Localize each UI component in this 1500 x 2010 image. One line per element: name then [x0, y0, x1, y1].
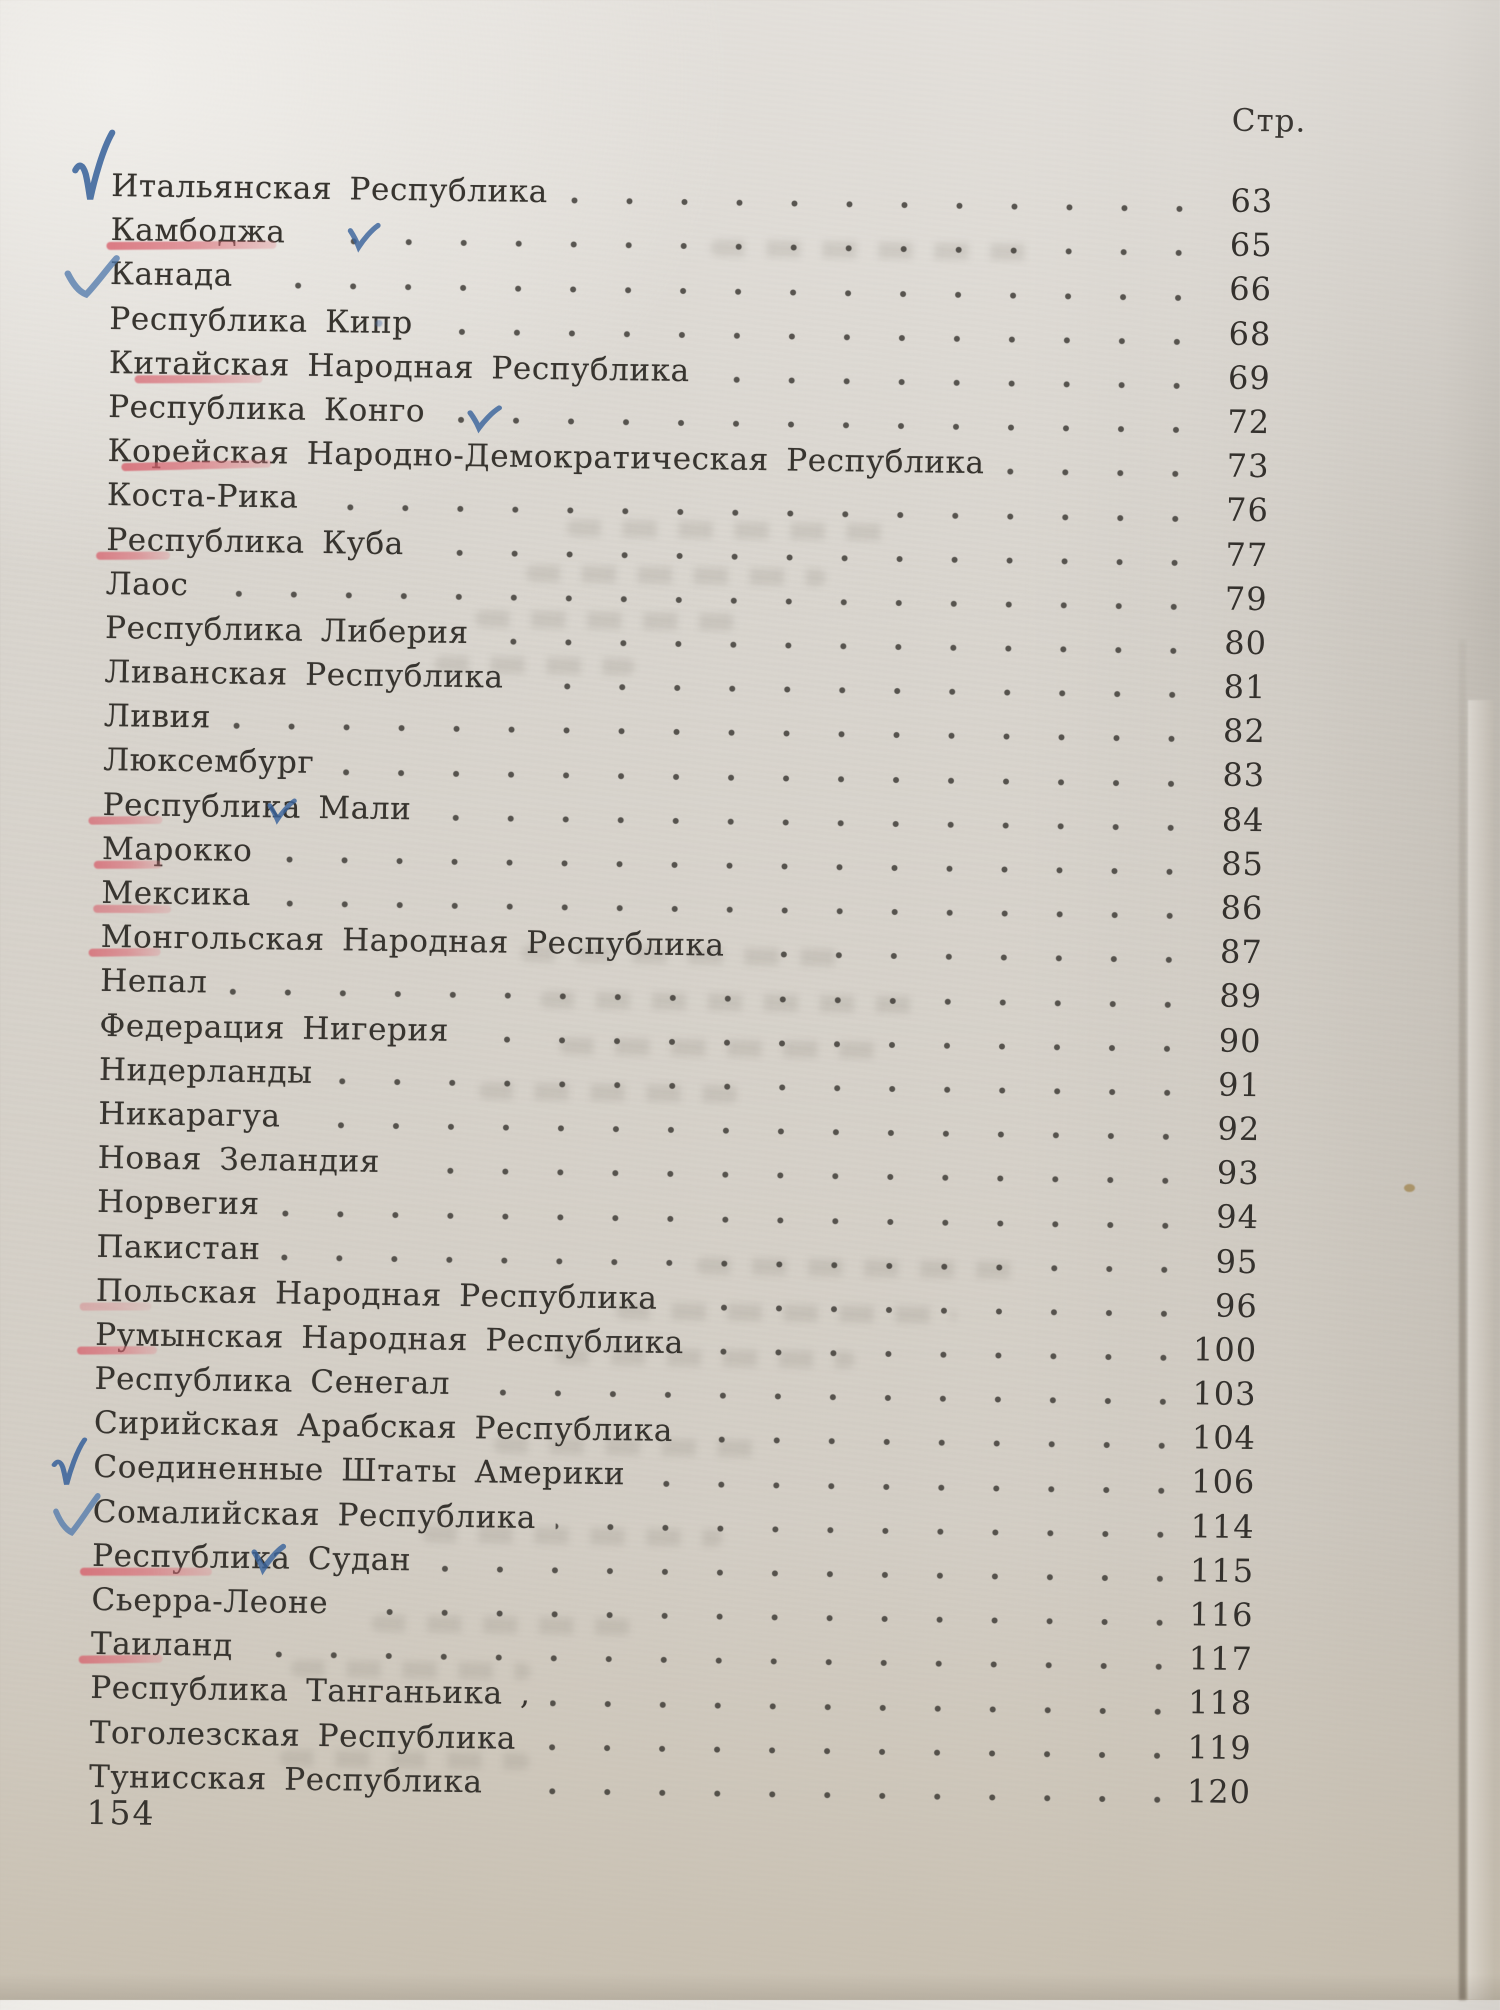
toc-entry-page: 84 — [1221, 800, 1265, 839]
toc-entry-title: Никарагуа — [98, 1095, 281, 1135]
dot-leader — [523, 680, 1201, 703]
toc-entry-title: Коста-Рика — [106, 477, 299, 516]
toc-entry-page: 116 — [1189, 1595, 1254, 1635]
dot-leader — [744, 948, 1197, 968]
dot-leader — [1004, 465, 1204, 482]
toc-entry-title: Люксембург — [103, 742, 315, 782]
toc-entry-page: 119 — [1187, 1727, 1252, 1767]
toc-entry-title: Республика Конго — [107, 388, 426, 430]
dot-leader — [555, 1520, 1189, 1542]
toc-entry-title: Ливанская Республика — [104, 654, 504, 696]
toc-entry-title: Новая Зеландия — [97, 1140, 381, 1180]
red-underline-mark — [88, 948, 161, 957]
toc-entry-page: 86 — [1220, 888, 1264, 928]
dot-leader — [703, 1345, 1192, 1366]
toc-entry-page: 91 — [1217, 1065, 1262, 1104]
toc-entry-page: 66 — [1228, 269, 1273, 309]
toc-entry-page: 104 — [1191, 1418, 1257, 1458]
red-underline-mark — [79, 1567, 212, 1576]
toc-entry-page: 118 — [1187, 1683, 1253, 1723]
blue-ink-dot — [375, 319, 383, 327]
toc-entry-page: 90 — [1218, 1021, 1262, 1060]
toc-entry-page: 87 — [1219, 932, 1263, 972]
toc-entry-page: 80 — [1224, 623, 1268, 663]
toc-entry-title: Тоголезская Республика — [89, 1714, 517, 1757]
toc-entry-title: Республика Сенегал — [94, 1360, 451, 1402]
toc-entry-page: 120 — [1186, 1771, 1252, 1811]
toc-entry-page: 72 — [1227, 402, 1271, 442]
toc-entry-page: 106 — [1190, 1462, 1256, 1502]
margin-checkmark-icon — [69, 126, 116, 207]
dot-leader — [502, 1784, 1185, 1808]
dot-leader — [535, 1740, 1186, 1763]
toc-entry-title: Пакистан — [96, 1228, 261, 1267]
toc-entry-page: 79 — [1224, 579, 1268, 618]
toc-entry-title: Федерация Нигерия — [99, 1007, 450, 1049]
toc-entry-page: 77 — [1225, 535, 1269, 574]
toc-entry-page: 100 — [1192, 1330, 1258, 1369]
toc-entry-page: 76 — [1225, 490, 1270, 530]
page-edge-highlight — [1468, 700, 1494, 2000]
paper-speck — [1404, 1184, 1415, 1192]
toc-entry-page: 65 — [1229, 225, 1273, 265]
red-underline-mark — [78, 1654, 163, 1664]
toc-entry-title: Сомалийская Республика — [92, 1493, 537, 1536]
toc-entry-page: 73 — [1226, 446, 1270, 486]
toc-entry-page: 96 — [1214, 1286, 1259, 1325]
red-underline-mark — [134, 374, 263, 384]
toc-entry-title: Республика Либерия — [104, 609, 469, 651]
red-underline-mark — [88, 815, 163, 825]
toc-entry-page: 83 — [1222, 756, 1266, 795]
show-through-layer — [14, 0, 1500, 1770]
toc-entry-page: 117 — [1188, 1639, 1254, 1679]
toc-entry-page: 115 — [1189, 1551, 1255, 1590]
toc-entry-title: Итальянская Республика — [111, 168, 549, 211]
red-underline-mark — [77, 1345, 158, 1355]
red-underline-mark — [96, 551, 171, 560]
toc-entry-title: Сьерра-Леоне — [91, 1581, 329, 1622]
dot-leader — [567, 194, 1208, 217]
toc-entry-title: Республика Танганьика , — [90, 1670, 531, 1713]
toc-entry-title: Нидерланды — [98, 1051, 313, 1091]
dot-leader — [644, 1477, 1190, 1498]
toc-entry-page: 95 — [1215, 1242, 1259, 1281]
red-underline-mark — [106, 240, 277, 251]
bottom-shadow — [0, 1974, 1500, 2000]
toc-entry-title: Лаос — [105, 565, 189, 603]
toc-entry-title: Республика Кипр — [109, 300, 414, 341]
toc-entry-page: 94 — [1216, 1197, 1260, 1237]
dot-leader — [677, 1300, 1192, 1322]
toc-entry-page: 63 — [1230, 181, 1274, 221]
red-underline-mark — [93, 860, 162, 869]
toc-entry-page: 92 — [1217, 1109, 1261, 1149]
dot-leader — [550, 1696, 1187, 1719]
toc-entry-page: 93 — [1216, 1153, 1260, 1193]
toc-entry-page: 103 — [1192, 1374, 1257, 1414]
page-crease-shadow — [1459, 640, 1466, 2000]
toc-entry-page: 81 — [1223, 667, 1267, 707]
toc-entry-page: 85 — [1220, 844, 1265, 883]
dot-leader — [692, 1433, 1190, 1454]
toc-entry-title: Ливия — [103, 698, 212, 736]
dot-leader — [709, 373, 1205, 394]
margin-checkmark-icon — [49, 1436, 88, 1491]
toc-entry-page: 89 — [1219, 976, 1263, 1016]
red-underline-mark — [79, 1302, 152, 1311]
toc-entry-title: Непал — [99, 963, 208, 1001]
table-of-contents: Итальянская Республика 63 Камбоджа 65 Ка… — [51, 129, 1274, 1814]
toc-entry-title: Канада — [109, 256, 234, 295]
toc-entry-page: 114 — [1190, 1506, 1255, 1546]
red-underline-mark — [93, 904, 172, 914]
toc-entry-page: 68 — [1228, 314, 1272, 353]
toc-entry-page: 69 — [1227, 358, 1272, 397]
page-folio: 154 — [86, 1792, 156, 1833]
toc-entry-title: Норвегия — [96, 1184, 260, 1223]
page-column-header: Стр. — [1231, 102, 1307, 140]
toc-entry-page: 82 — [1222, 711, 1267, 751]
